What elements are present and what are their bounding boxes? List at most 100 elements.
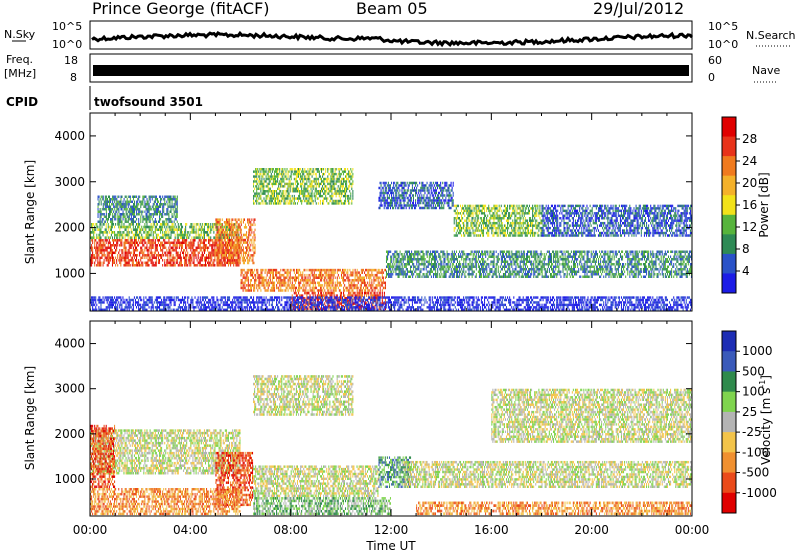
heatmap-cell: [168, 218, 170, 221]
heatmap-cell: [333, 175, 335, 178]
heatmap-cell: [311, 302, 313, 305]
heatmap-cell: [210, 223, 212, 226]
heatmap-cell: [308, 185, 310, 188]
heatmap-cell: [128, 264, 130, 267]
heatmap-cell: [287, 202, 289, 205]
heatmap-cell: [356, 291, 358, 295]
heatmap-cell: [397, 258, 399, 261]
heatmap-cell: [277, 180, 279, 183]
heatmap-cell: [244, 279, 246, 282]
heatmap-cell: [274, 177, 277, 181]
heatmap-cell: [405, 273, 407, 276]
heatmap-cell: [307, 185, 309, 188]
heatmap-cell: [320, 187, 323, 190]
heatmap-cell: [270, 202, 272, 205]
heatmap-cell: [137, 205, 139, 208]
heatmap-cell: [340, 177, 342, 181]
heatmap-cell: [94, 264, 96, 267]
heatmap-cell: [282, 197, 284, 200]
heatmap-cell: [110, 205, 112, 208]
heatmap-cell: [259, 286, 261, 290]
heatmap-cell: [136, 195, 138, 198]
heatmap-cell: [134, 220, 136, 223]
heatmap-cell: [279, 182, 281, 186]
heatmap-cell: [91, 223, 93, 226]
heatmap-cell: [160, 200, 162, 203]
heatmap-cell: [164, 251, 166, 255]
heatmap-cell: [293, 284, 295, 287]
heatmap-cell: [320, 289, 322, 292]
heatmap-cell: [267, 175, 269, 178]
heatmap-cell: [308, 273, 310, 277]
heatmap-cell: [307, 168, 309, 171]
heatmap-cell: [119, 218, 121, 221]
heatmap-cell: [376, 299, 378, 303]
heatmap-cell: [144, 231, 146, 234]
heatmap-cell: [100, 210, 102, 213]
heatmap-cell: [280, 281, 282, 285]
heatmap-cell: [404, 275, 406, 278]
heatmap-cell: [248, 254, 250, 257]
heatmap-cell: [132, 254, 134, 257]
heatmap-cell: [202, 236, 204, 240]
heatmap-cell: [251, 259, 253, 262]
heatmap-cell: [338, 276, 340, 280]
heatmap-cell: [412, 260, 414, 263]
heatmap-cell: [297, 199, 300, 203]
heatmap-cell: [127, 251, 129, 255]
heatmap-cell: [134, 233, 136, 237]
heatmap-cell: [396, 268, 398, 271]
heatmap-cell: [291, 197, 293, 200]
heatmap-cell: [310, 168, 312, 171]
heatmap-cell: [272, 197, 274, 200]
heatmap-cell: [172, 244, 174, 247]
heatmap-cell: [261, 177, 263, 181]
heatmap-cell: [218, 248, 220, 252]
heatmap-cell: [289, 202, 291, 205]
heatmap-cell: [207, 249, 209, 252]
heatmap-cell: [163, 208, 165, 211]
heatmap-cell: [289, 182, 291, 186]
heatmap-cell: [331, 192, 333, 195]
heatmap-cell: [316, 299, 318, 303]
heatmap-cell: [233, 233, 235, 237]
heatmap-cell: [216, 241, 218, 244]
heatmap-cell: [305, 302, 307, 305]
heatmap-cell: [229, 251, 231, 255]
heatmap-cell: [188, 259, 190, 262]
heatmap-cell: [197, 246, 199, 250]
heatmap-cell: [279, 168, 281, 171]
heatmap-cell: [181, 264, 184, 267]
heatmap-cell: [233, 231, 235, 234]
heatmap-cell: [211, 239, 213, 242]
heatmap-cell: [169, 241, 171, 245]
heatmap-cell: [176, 256, 178, 260]
heatmap-cell: [125, 225, 127, 229]
heatmap-cell: [286, 273, 288, 277]
heatmap-cell: [162, 203, 164, 206]
heatmap-cell: [257, 194, 259, 198]
heatmap-cell: [153, 220, 155, 223]
heatmap-cell: [259, 180, 261, 183]
heatmap-cell: [242, 284, 244, 287]
heatmap-cell: [174, 233, 176, 237]
heatmap-cell: [260, 202, 262, 205]
heatmap-cell: [99, 246, 101, 250]
heatmap-cell: [257, 268, 259, 272]
heatmap-cell: [357, 281, 359, 285]
heatmap-cell: [90, 259, 92, 262]
heatmap-cell: [221, 231, 223, 234]
heatmap-cell: [233, 236, 235, 239]
heatmap-cell: [247, 218, 249, 221]
heatmap-cell: [402, 258, 404, 261]
heatmap-cell: [262, 190, 264, 193]
heatmap-cell: [342, 170, 344, 173]
heatmap-cell: [254, 273, 256, 277]
heatmap-cell: [109, 236, 111, 240]
heatmap-cell: [309, 276, 311, 280]
heatmap-cell: [151, 239, 153, 242]
heatmap-cell: [131, 236, 133, 240]
heatmap-cell: [111, 218, 113, 221]
heatmap-cell: [303, 192, 305, 195]
heatmap-cell: [326, 286, 328, 290]
